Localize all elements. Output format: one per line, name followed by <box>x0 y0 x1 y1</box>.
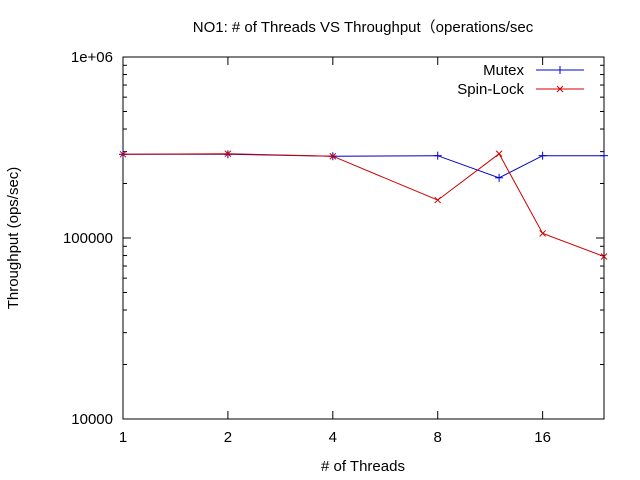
y-tick-label: 100000 <box>63 230 113 247</box>
cross-marker-b <box>556 85 564 93</box>
cross-marker-b <box>119 150 127 158</box>
legend: Mutex Spin-Lock <box>457 62 584 98</box>
y-tick-label: 10000 <box>71 411 113 428</box>
cross-marker-b <box>539 230 546 237</box>
y-tick-label: 1e+06 <box>71 49 113 66</box>
data-point <box>329 152 337 160</box>
data-point <box>538 151 547 160</box>
legend-label: Mutex <box>483 62 524 79</box>
legend-marker <box>556 66 564 74</box>
cross-marker-b <box>434 196 442 204</box>
x-tick-label: 1 <box>119 429 127 446</box>
cross-marker-b <box>600 253 608 260</box>
cross-marker-b <box>329 152 337 160</box>
x-tick-label: 8 <box>434 429 442 446</box>
x-tick-label: 4 <box>329 429 337 446</box>
data-point <box>224 150 232 158</box>
data-point <box>539 230 546 237</box>
series-line <box>123 153 604 179</box>
series-spin-lock <box>119 150 608 260</box>
x-axis-label: # of Threads <box>321 458 405 475</box>
x-tick-label: 2 <box>224 429 232 446</box>
data-point <box>600 253 608 260</box>
series-layer <box>119 150 608 260</box>
y-axis-label: Throughput (ops/sec) <box>5 167 22 310</box>
data-point <box>495 173 504 182</box>
series-mutex <box>119 150 608 182</box>
series-line <box>122 153 605 257</box>
data-point <box>433 151 442 160</box>
legend-label: Spin-Lock <box>457 81 524 98</box>
plot-frame <box>122 56 605 420</box>
cross-marker-b <box>224 150 232 158</box>
data-point <box>495 150 503 158</box>
cross-marker-b <box>495 150 503 158</box>
axis-ticks: 1 2 4 8 16 10000 100000 1e+06 <box>63 49 604 446</box>
data-point <box>600 151 608 160</box>
x-tick-label: 16 <box>534 429 551 446</box>
legend-marker <box>556 85 564 93</box>
data-point <box>119 150 127 158</box>
data-point <box>434 196 442 204</box>
chart-title: NO1: # of Threads VS Throughput（operatio… <box>193 19 534 36</box>
